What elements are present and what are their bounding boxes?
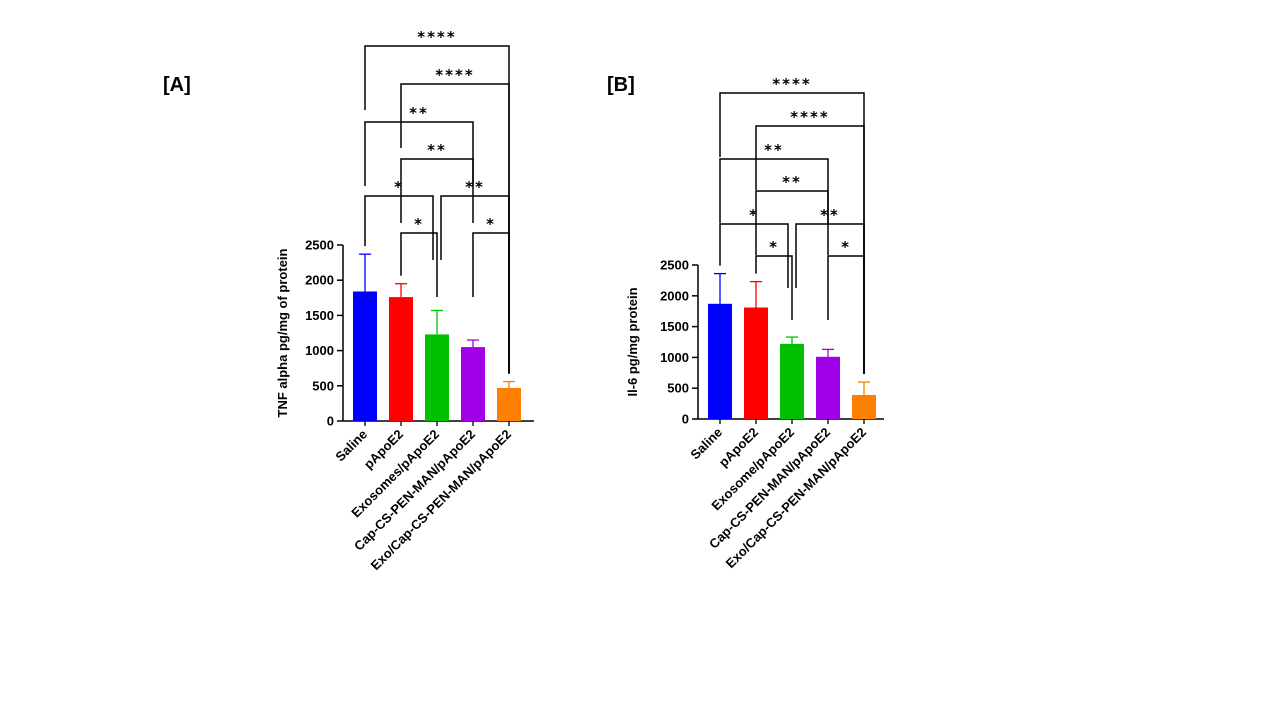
panel-b-significance-label: * (749, 206, 759, 224)
panel-b-significance-label: * (841, 238, 851, 256)
panel-a-y-tick-label: 2000 (305, 273, 334, 288)
panel-a-bar (461, 347, 485, 421)
panel-b-y-tick-label: 2000 (660, 288, 689, 303)
panel-a-significance-label: **** (435, 66, 474, 84)
panel-b-chart: [B] 0 500 1000 1500 2000 2500 Il-6 pg/mg prote… (607, 74, 884, 571)
panel-a-y-axis-title: TNF alpha pg/mg of protein (275, 248, 290, 417)
panel-a-significance-bracket (364, 195, 434, 260)
panel-a-significance-label: **** (417, 28, 456, 46)
panel-b-significance-label: ** (782, 173, 802, 191)
panel-a-y-tick-label: 0 (327, 414, 334, 429)
panel-b-y-tick-label: 1500 (660, 319, 689, 334)
panel-a-significance-label: * (486, 215, 496, 233)
panel-b-y-tick-label: 0 (682, 412, 689, 427)
panel-a-bar (425, 334, 449, 421)
panel-a-bar (497, 387, 521, 421)
panel-a-bar (353, 291, 377, 421)
panel-b-bar (744, 307, 768, 419)
panel-b-bar (852, 394, 876, 419)
panel-a-bar (389, 297, 413, 421)
panel-a-significance-bracket (472, 232, 510, 374)
panel-a-significance-bracket (400, 158, 474, 223)
panel-b-significance-bracket (827, 255, 865, 375)
panel-b-y-tick-label: 2500 (660, 258, 689, 273)
panel-a-significance-label: * (394, 178, 404, 196)
panel-b-significance-label: ** (820, 206, 840, 224)
panel-b-significance-bracket (755, 255, 793, 320)
panel-b-y-tick-label: 500 (667, 381, 689, 396)
panel-a-significance-bracket (440, 195, 510, 374)
panel-b-label: [B] (607, 74, 635, 96)
panel-a-label: [A] (163, 74, 191, 96)
panel-a-significance-label: ** (465, 178, 485, 196)
panel-b-significance-label: * (769, 238, 779, 256)
panel-b-bar (708, 303, 732, 419)
panel-a-y-tick-label: 500 (312, 378, 334, 393)
panel-a-significance-label: * (414, 215, 424, 233)
panel-a-y-tick-label: 1000 (305, 343, 334, 358)
panel-a-y-tick-label: 2500 (305, 238, 334, 253)
panel-b-significance-label: ** (764, 141, 784, 159)
panel-b-y-axis-title: Il-6 pg/mg protein (625, 287, 640, 396)
panel-a-significance-bracket (364, 121, 474, 186)
panel-a-significance-label: ** (427, 141, 447, 159)
panel-a-y-tick-label: 1500 (305, 308, 334, 323)
panel-b-y-tick-label: 1000 (660, 350, 689, 365)
panel-b-bar (780, 343, 804, 419)
panel-a-chart: [A] 0 500 1000 1500 2000 2500 TNF alpha pg/mg … (163, 28, 534, 573)
panel-b-significance-bracket (719, 92, 865, 375)
panel-b-significance-bracket (755, 190, 829, 255)
panel-b-bar (816, 356, 840, 419)
panel-a-significance-bracket (400, 232, 438, 297)
panel-a-significance-label: ** (409, 104, 429, 122)
panel-b-significance-label: **** (772, 75, 811, 93)
panel-b-significance-bracket (795, 223, 865, 375)
panel-b-significance-label: **** (790, 108, 829, 126)
